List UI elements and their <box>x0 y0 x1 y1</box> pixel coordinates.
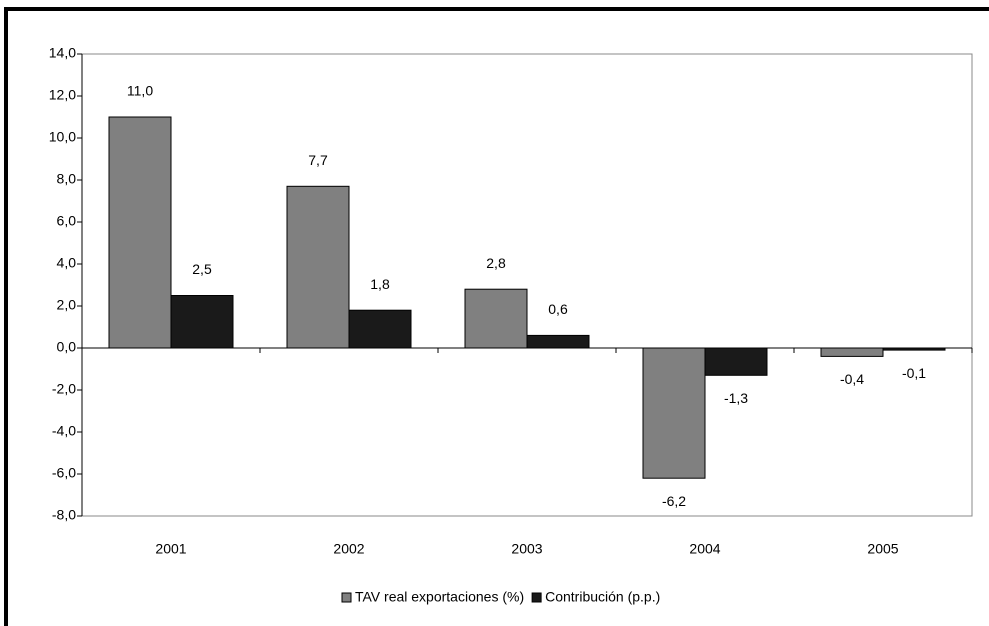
data-label: -6,2 <box>662 493 686 509</box>
data-label: -1,3 <box>724 390 748 406</box>
x-tick-label: 2004 <box>689 541 720 557</box>
y-tick-label: 14,0 <box>49 45 76 61</box>
legend-label: Contribución (p.p.) <box>545 589 660 605</box>
bar <box>108 116 172 349</box>
data-label: 11,0 <box>127 83 153 99</box>
y-tick-label: -6,0 <box>52 465 76 481</box>
data-label: -0,1 <box>902 365 926 381</box>
bar <box>820 347 884 357</box>
bar <box>170 295 234 349</box>
y-tick-label: 0,0 <box>57 339 77 355</box>
legend-marker <box>341 592 352 603</box>
data-label: 0,6 <box>548 301 568 317</box>
bar <box>286 185 350 349</box>
data-label: 7,7 <box>308 152 328 168</box>
x-tick-label: 2003 <box>511 541 542 557</box>
data-label: -0,4 <box>840 371 864 387</box>
bar <box>348 309 412 349</box>
legend-marker <box>531 592 542 603</box>
data-label: 2,8 <box>486 255 506 271</box>
bar <box>526 334 590 349</box>
y-tick-label: 2,0 <box>57 297 77 313</box>
frame-left <box>4 7 8 626</box>
y-tick-label: 6,0 <box>57 213 77 229</box>
x-tick-label: 2002 <box>333 541 364 557</box>
bar <box>642 347 706 479</box>
x-tick-label: 2005 <box>867 541 898 557</box>
bar <box>704 347 768 376</box>
data-label: 2,5 <box>192 261 212 277</box>
frame-top <box>4 7 989 11</box>
y-tick-label: -2,0 <box>52 381 76 397</box>
y-tick-label: 4,0 <box>57 255 77 271</box>
y-tick-label: -4,0 <box>52 423 76 439</box>
y-tick-label: 8,0 <box>57 171 77 187</box>
data-label: 1,8 <box>370 276 390 292</box>
legend-label: TAV real exportaciones (%) <box>355 589 524 605</box>
y-tick-label: -8,0 <box>52 507 76 523</box>
bar <box>464 288 528 349</box>
y-tick-label: 12,0 <box>49 87 76 103</box>
x-tick-label: 2001 <box>155 541 186 557</box>
y-tick-label: 10,0 <box>49 129 76 145</box>
